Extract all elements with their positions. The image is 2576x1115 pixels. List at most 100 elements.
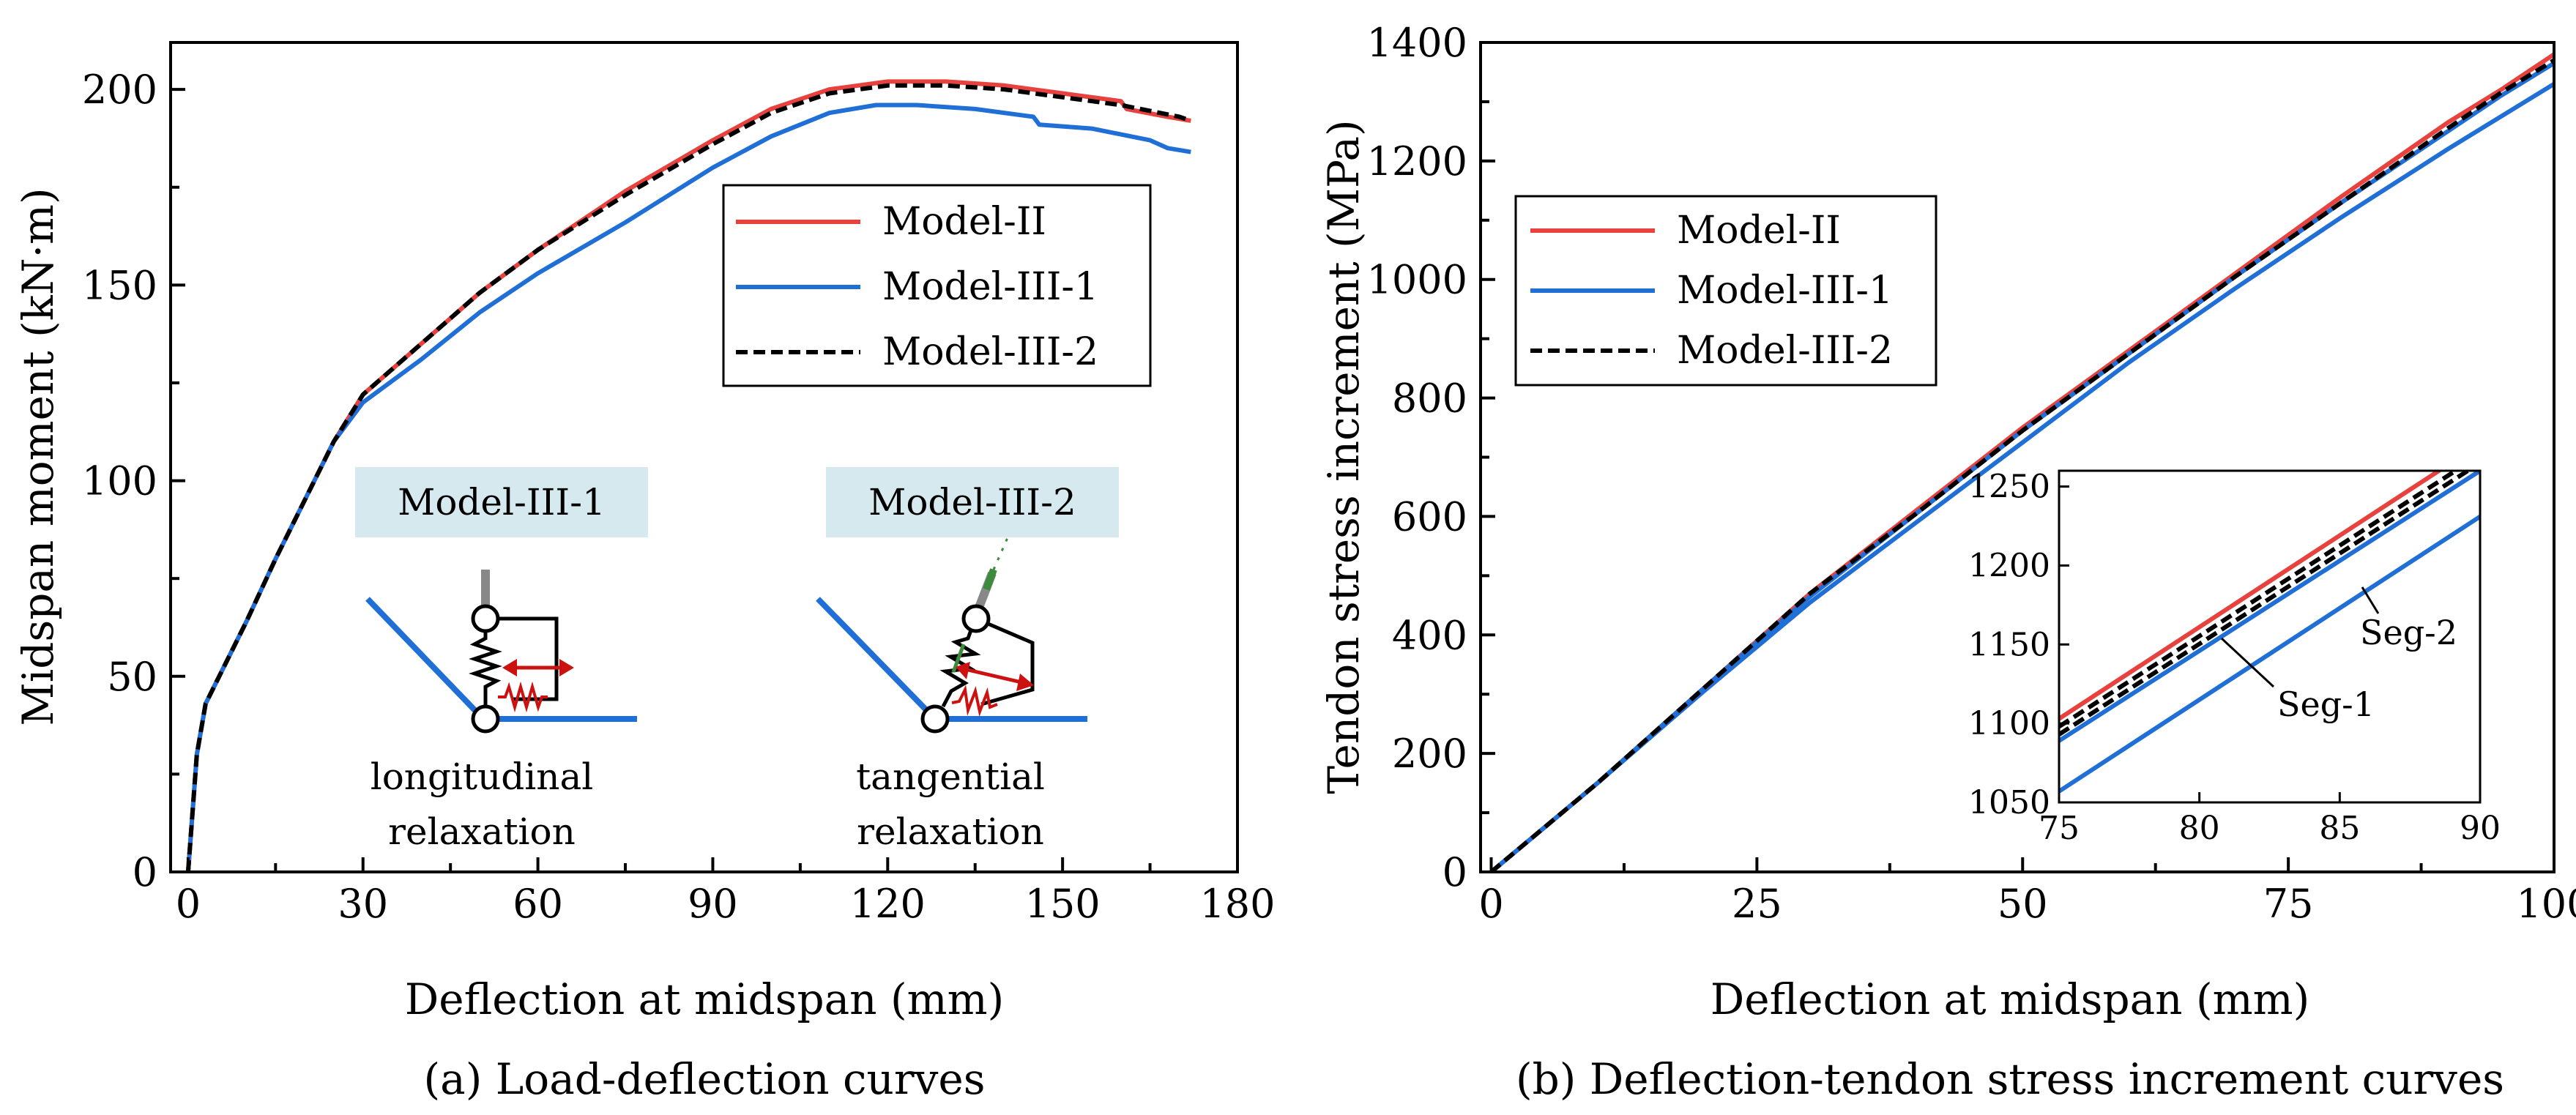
- legend-b-label-model-iii-2: Model-III-2: [1677, 329, 1893, 373]
- series-line-model-ii: [2059, 471, 2443, 721]
- panel-b-legend: Model-II Model-III-1 Model-III-2: [1514, 195, 1937, 387]
- panel-a-series-group: [185, 79, 1192, 872]
- schematic-2-strut-guide: [992, 534, 1010, 570]
- schematic-1-horizontal-spring: [498, 681, 548, 713]
- series-line-model-iii-2-seg-2: [2059, 471, 2472, 737]
- schematic-1-arrow-head-left: [502, 659, 517, 676]
- x-tick-label: 85: [2319, 810, 2360, 847]
- y-tick-label: 50: [107, 654, 157, 700]
- panel-a-ticks-group: 0 30 60 90 120 150 180 0 50 100 150 200: [82, 67, 1276, 927]
- series-line-model-iii-1-seg-1: [2059, 471, 2480, 743]
- series-line-model-iii-2: [1489, 58, 2554, 872]
- y-tick-label: 800: [1392, 376, 1467, 422]
- schematic-2-frame: [975, 616, 1035, 706]
- panel-a-legend: Model-II Model-III-1 Model-III-2: [722, 184, 1152, 387]
- x-tick-label: 100: [2516, 881, 2576, 927]
- inset-label-seg-1: Seg-1: [2277, 685, 2375, 724]
- panel-b-inset: 75 80 85 90 1050 1100 1150 1200 1250 Seg-2 Seg-1: [1968, 469, 2501, 855]
- y-tick-label: 200: [82, 67, 157, 113]
- panel-b-xlabel: Deflection at midspan (mm): [1710, 974, 2309, 1024]
- panel-b-series-group: [1489, 52, 2554, 872]
- panel-b-ticks-group: 02550751000200400600800100012001400: [1367, 20, 2576, 927]
- schematic-2-arrow-shaft: [967, 668, 1022, 685]
- x-tick-label: 180: [1199, 881, 1275, 927]
- y-tick-label: 100: [82, 458, 157, 504]
- x-tick-label: 120: [850, 881, 926, 927]
- inset-label-seg-2: Seg-2: [2360, 613, 2457, 652]
- tag-model-iii-1: Model-III-1: [398, 481, 606, 523]
- legend-a-label-model-ii: Model-II: [882, 200, 1046, 244]
- panel-a-caption: (a) Load-deflection curves: [424, 1054, 986, 1104]
- series-line-model-iii-2-seg-1: [2059, 471, 2460, 729]
- y-tick-label: 600: [1392, 493, 1467, 540]
- y-tick-label: 1400: [1367, 20, 1467, 66]
- x-tick-label: 50: [1998, 881, 2048, 927]
- y-tick-label: 1150: [1968, 626, 2050, 663]
- panel-a-xlabel: Deflection at midspan (mm): [405, 974, 1004, 1024]
- y-tick-label: 400: [1392, 612, 1467, 658]
- y-tick-label: 150: [82, 262, 157, 308]
- schematic-2-spring: [939, 627, 981, 708]
- y-tick-label: 1050: [1968, 784, 2050, 821]
- inset-background: [2058, 469, 2481, 855]
- y-tick-label: 0: [133, 849, 157, 895]
- inset-seg-1-leader: [2220, 637, 2275, 688]
- schematic-1-beam-incline: [365, 597, 485, 721]
- label-tangential-relaxation: relaxation: [857, 810, 1044, 853]
- label-longitudinal: longitudinal: [371, 756, 594, 798]
- series-line-model-iii-2: [185, 83, 1192, 872]
- y-tick-label: 1200: [1367, 138, 1467, 184]
- series-line-model-iii-1: [185, 102, 1191, 872]
- schematic-1-bottom-hinge: [471, 704, 500, 734]
- label-tangential: tangential: [856, 756, 1045, 798]
- y-tick-label: 1000: [1367, 257, 1467, 303]
- x-tick-label: 25: [1732, 881, 1782, 927]
- tag-model-iii-2: Model-III-2: [868, 481, 1076, 523]
- annotation-model-iii-1: Model-III-1 longitudinal relaxation: [355, 467, 648, 853]
- panel-a-load-deflection: 0 30 60 90 120 150 180 0 50 100 150 200 Deflection …: [13, 41, 1276, 1104]
- annotation-model-iii-2: Model-III-2 tangential relaxation: [816, 467, 1119, 853]
- schematic-longitudinal-relaxation: [365, 570, 637, 734]
- schematic-1-top-hinge: [471, 604, 500, 633]
- schematic-2-tangential-spring: [951, 685, 998, 717]
- tag-model-iii-2-bg: [826, 467, 1119, 537]
- schematic-tangential-relaxation: [816, 534, 1087, 734]
- schematic-2-arrow-head-right: [1016, 674, 1034, 691]
- legend-a-label-model-iii-1: Model-III-1: [882, 265, 1098, 309]
- schematic-2-beam-incline: [816, 597, 937, 721]
- x-tick-label: 60: [513, 881, 563, 927]
- inset-ticks-group: 75 80 85 90 1050 1100 1150 1200 1250: [1968, 469, 2501, 847]
- y-tick-label: 0: [1443, 849, 1467, 895]
- x-tick-label: 75: [2039, 810, 2080, 847]
- y-tick-label: 1250: [1968, 469, 2050, 506]
- label-longitudinal-relaxation: relaxation: [388, 810, 576, 853]
- x-tick-label: 30: [338, 881, 388, 927]
- inset-frame: [2058, 469, 2482, 804]
- legend-a-label-model-iii-2: Model-III-2: [882, 330, 1098, 374]
- schematic-2-bottom-hinge: [920, 704, 950, 734]
- legend-b-label-model-iii-1: Model-III-1: [1677, 269, 1893, 313]
- schematic-1-vertical-spring: [469, 628, 502, 706]
- inset-seg-2-leader: [2361, 586, 2380, 614]
- x-tick-label: 90: [688, 881, 738, 927]
- panel-a-plot-frame: [169, 41, 1239, 873]
- schematic-2-strut-tip: [983, 568, 997, 591]
- schematic-1-arrow-head-right: [559, 659, 574, 676]
- panel-b-stress-increment: 02550751000200400600800100012001400 Defl…: [1319, 20, 2576, 1104]
- x-tick-label: 90: [2460, 810, 2501, 847]
- x-tick-label: 150: [1025, 881, 1101, 927]
- panel-b-ylabel: Tendon stress increment (MPa): [1319, 119, 1369, 794]
- x-tick-label: 0: [176, 881, 201, 927]
- schematic-2-top-hinge: [961, 604, 991, 633]
- x-tick-label: 75: [2263, 881, 2314, 927]
- x-tick-label: 0: [1478, 881, 1503, 927]
- y-tick-label: 200: [1392, 731, 1467, 777]
- series-line-model-iii-1-seg-2: [2059, 515, 2480, 794]
- inset-series-group: [2059, 471, 2480, 794]
- panel-a-ylabel: Midspan moment (kN·m): [13, 187, 63, 726]
- y-tick-label: 1200: [1968, 547, 2050, 584]
- schematic-2-spring-accent: [951, 644, 966, 673]
- schematic-2-arrow-head-left: [956, 662, 970, 679]
- panel-b-caption: (b) Deflection-tendon stress increment c…: [1516, 1054, 2504, 1104]
